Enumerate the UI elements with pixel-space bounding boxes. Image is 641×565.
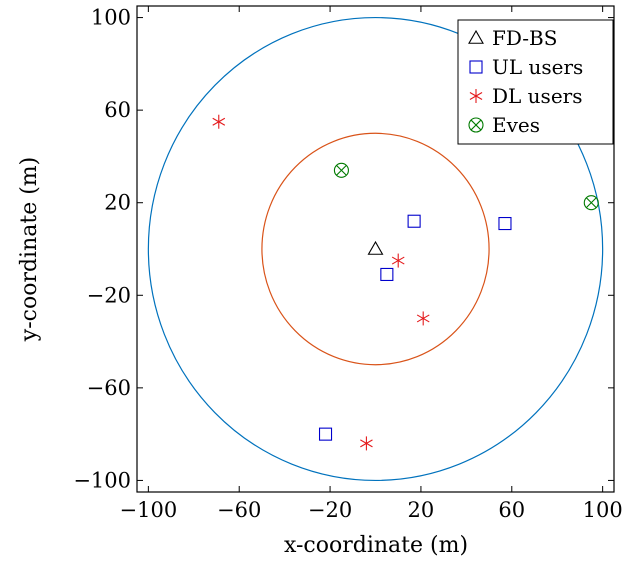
y-tick-label: 100: [91, 6, 131, 30]
legend-label-dl-users: DL users: [492, 84, 582, 108]
legend-marker-dl-users: [469, 89, 483, 103]
legend-marker-eves: [468, 117, 484, 133]
legend-label-fd-bs: FD-BS: [492, 26, 557, 50]
fd-bs-point: [367, 240, 384, 255]
ul-users-point: [407, 214, 421, 228]
ul-users-point: [498, 216, 512, 231]
dl-users-point: [212, 114, 226, 129]
x-tick-label: 20: [408, 498, 435, 522]
y-tick-label: 20: [104, 191, 131, 215]
coverage-circles: [147, 16, 604, 482]
y-tick-label: −60: [87, 376, 131, 400]
x-tick-label: −100: [120, 498, 178, 522]
ul-users-point: [318, 427, 333, 441]
inner-circle: [261, 132, 490, 366]
ul-users-point: [380, 267, 394, 282]
plot-frame: [136, 5, 615, 493]
y-tick-label: −20: [87, 283, 131, 307]
dl-users-point: [391, 253, 405, 268]
eves-point: [333, 162, 349, 178]
legend-label-eves: Eves: [492, 113, 540, 137]
y-tick-label: −100: [73, 468, 131, 492]
tick-labels: −100 −60 −20 20 60 100 −100 −60 −20 20 60 100: [73, 6, 622, 522]
eves-point: [583, 195, 599, 211]
dl-users-point: [360, 436, 373, 451]
x-tick-label: 60: [498, 498, 525, 522]
x-tick-label: 100: [583, 498, 623, 522]
legend: FD-BS UL users DL users Eves: [457, 19, 614, 145]
x-axis-label: x-coordinate (m): [284, 533, 468, 558]
outer-circle: [147, 16, 604, 482]
y-axis-label: y-coordinate (m): [17, 157, 42, 342]
dl-users-point: [416, 311, 430, 326]
legend-box: [457, 19, 614, 145]
data-points: [212, 114, 599, 451]
legend-label-ul-users: UL users: [492, 55, 583, 79]
x-tick-label: −20: [308, 498, 352, 522]
legend-marker-fd-bs: [468, 29, 484, 44]
legend-marker-ul-users: [469, 60, 483, 74]
x-tick-label: −60: [217, 498, 261, 522]
y-tick-label: 60: [104, 98, 131, 122]
